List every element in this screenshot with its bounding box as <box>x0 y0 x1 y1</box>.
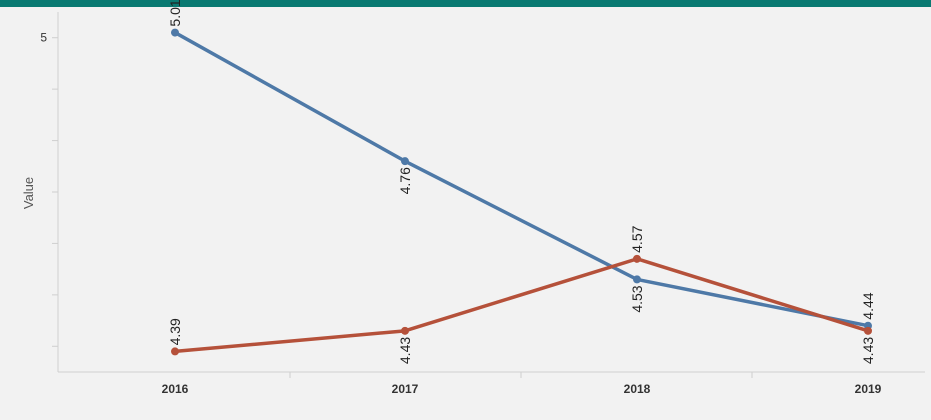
series-layer: 5.01 4.76 4.53 4.44 4.39 4.43 4.57 4.43 <box>167 0 876 364</box>
data-point <box>633 254 641 263</box>
series-line-1 <box>173 30 870 328</box>
x-tick-label: 2019 <box>855 382 882 396</box>
data-label: 5.01 <box>167 0 183 27</box>
data-label: 4.53 <box>629 285 645 312</box>
axes: Value <box>21 12 925 373</box>
data-label: 4.76 <box>397 167 413 194</box>
data-point <box>633 275 641 284</box>
data-point <box>401 326 409 335</box>
x-tick-label: 2016 <box>162 382 189 396</box>
data-point <box>864 326 872 335</box>
data-label: 4.43 <box>860 337 876 364</box>
data-label: 4.57 <box>629 225 645 252</box>
x-ticks: 2016 2017 2018 2019 <box>162 372 882 396</box>
header-accent-bar <box>0 0 931 7</box>
y-tick-label: 5 <box>40 31 47 45</box>
data-label: 4.43 <box>397 337 413 364</box>
series-line-2 <box>173 257 870 354</box>
y-ticks: 5 <box>40 31 58 347</box>
data-label: 4.39 <box>167 318 183 345</box>
data-point <box>171 28 179 37</box>
data-label: 4.44 <box>860 292 876 319</box>
x-tick-label: 2017 <box>392 382 419 396</box>
data-point <box>171 347 179 356</box>
y-axis-label: Value <box>21 177 36 209</box>
data-point <box>401 157 409 166</box>
x-tick-label: 2018 <box>624 382 651 396</box>
